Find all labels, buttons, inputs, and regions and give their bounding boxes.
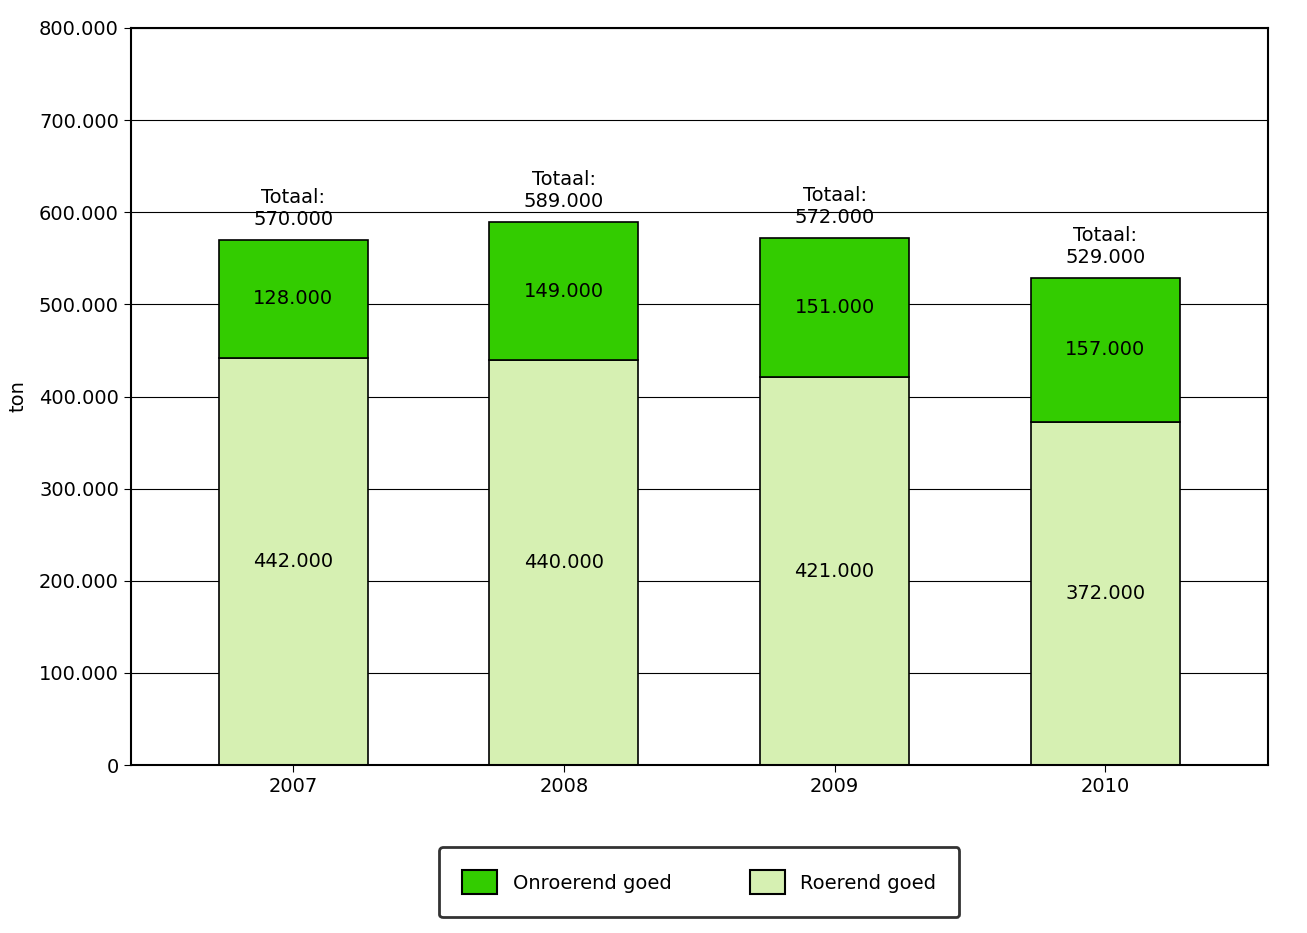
Y-axis label: ton: ton: [9, 381, 27, 412]
Bar: [218, 358, 367, 765]
Legend: Onroerend goed, Roerend goed: Onroerend goed, Roerend goed: [439, 847, 959, 917]
Bar: [489, 360, 638, 765]
Text: 149.000: 149.000: [524, 282, 604, 300]
Bar: [1031, 278, 1180, 423]
Bar: [761, 238, 910, 377]
Bar: [218, 240, 367, 358]
Text: 442.000: 442.000: [254, 552, 333, 571]
Text: 440.000: 440.000: [524, 553, 604, 572]
Text: Totaal:
589.000: Totaal: 589.000: [524, 171, 604, 212]
Text: 157.000: 157.000: [1065, 341, 1145, 359]
Bar: [489, 222, 638, 360]
Text: 372.000: 372.000: [1065, 584, 1145, 604]
Text: Totaal:
572.000: Totaal: 572.000: [795, 186, 874, 227]
Text: 151.000: 151.000: [795, 299, 874, 317]
Bar: [761, 377, 910, 765]
Text: 128.000: 128.000: [254, 289, 333, 309]
Bar: [1031, 423, 1180, 765]
Text: Totaal:
529.000: Totaal: 529.000: [1065, 226, 1145, 267]
Text: 421.000: 421.000: [795, 562, 874, 580]
Text: Totaal:
570.000: Totaal: 570.000: [254, 188, 333, 229]
